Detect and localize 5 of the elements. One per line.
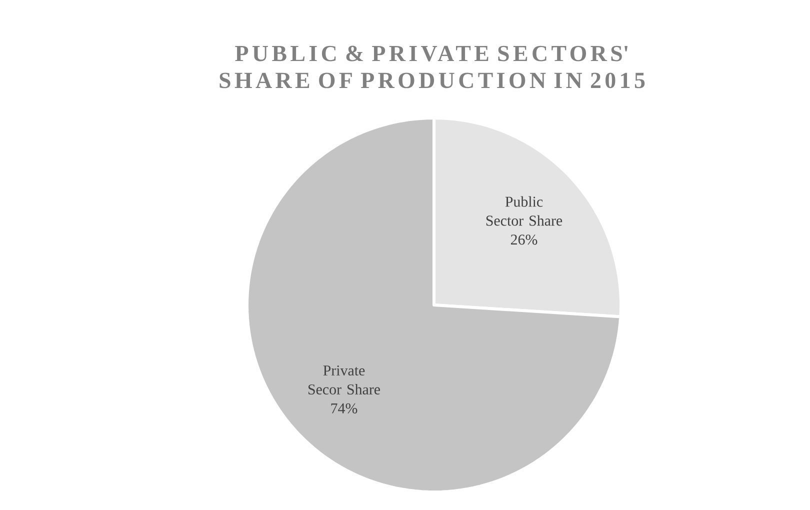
slice-label: Public Sector Share bbox=[486, 196, 562, 226]
data-label: 26% bbox=[510, 234, 538, 245]
data-label: 74% bbox=[331, 403, 358, 414]
chart-title: PUBLIC & PRIVATE SECTORS' SHARE OF PRODUCTION IN 2015 bbox=[220, 46, 645, 88]
slice-label: Private Secor Share bbox=[308, 366, 380, 394]
